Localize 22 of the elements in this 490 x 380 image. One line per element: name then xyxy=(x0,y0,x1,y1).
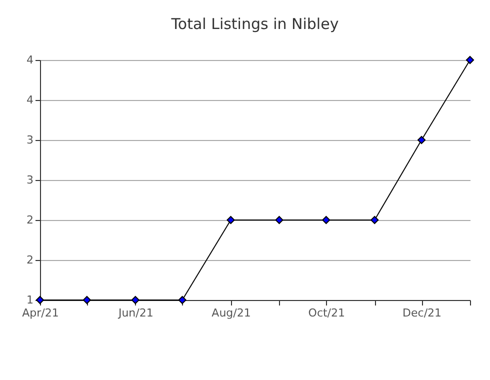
y-tick-label: 3 xyxy=(26,134,34,146)
x-tick-label: Oct/21 xyxy=(308,306,346,320)
y-tick-label: 2 xyxy=(26,254,34,266)
y-tick-label: 3 xyxy=(26,174,34,186)
point xyxy=(131,296,140,304)
y-tick-label: 2 xyxy=(26,214,34,226)
x-tick-label: Aug/21 xyxy=(212,306,251,320)
point xyxy=(226,216,235,224)
y-tick-label: 4 xyxy=(26,54,34,66)
point xyxy=(370,216,379,224)
point xyxy=(466,56,474,64)
point xyxy=(275,216,284,224)
y-tick-label: 1 xyxy=(26,294,34,306)
point xyxy=(322,216,330,224)
x-tick-label: Jun/21 xyxy=(117,306,154,320)
x-tick-label: Apr/21 xyxy=(22,306,59,320)
point xyxy=(82,296,91,304)
point xyxy=(417,136,426,144)
x-tick-label: Dec/21 xyxy=(402,306,442,320)
chart-title: Total Listings in Nibley xyxy=(170,15,339,33)
point xyxy=(178,296,186,304)
y-tick-label: 4 xyxy=(26,94,34,106)
